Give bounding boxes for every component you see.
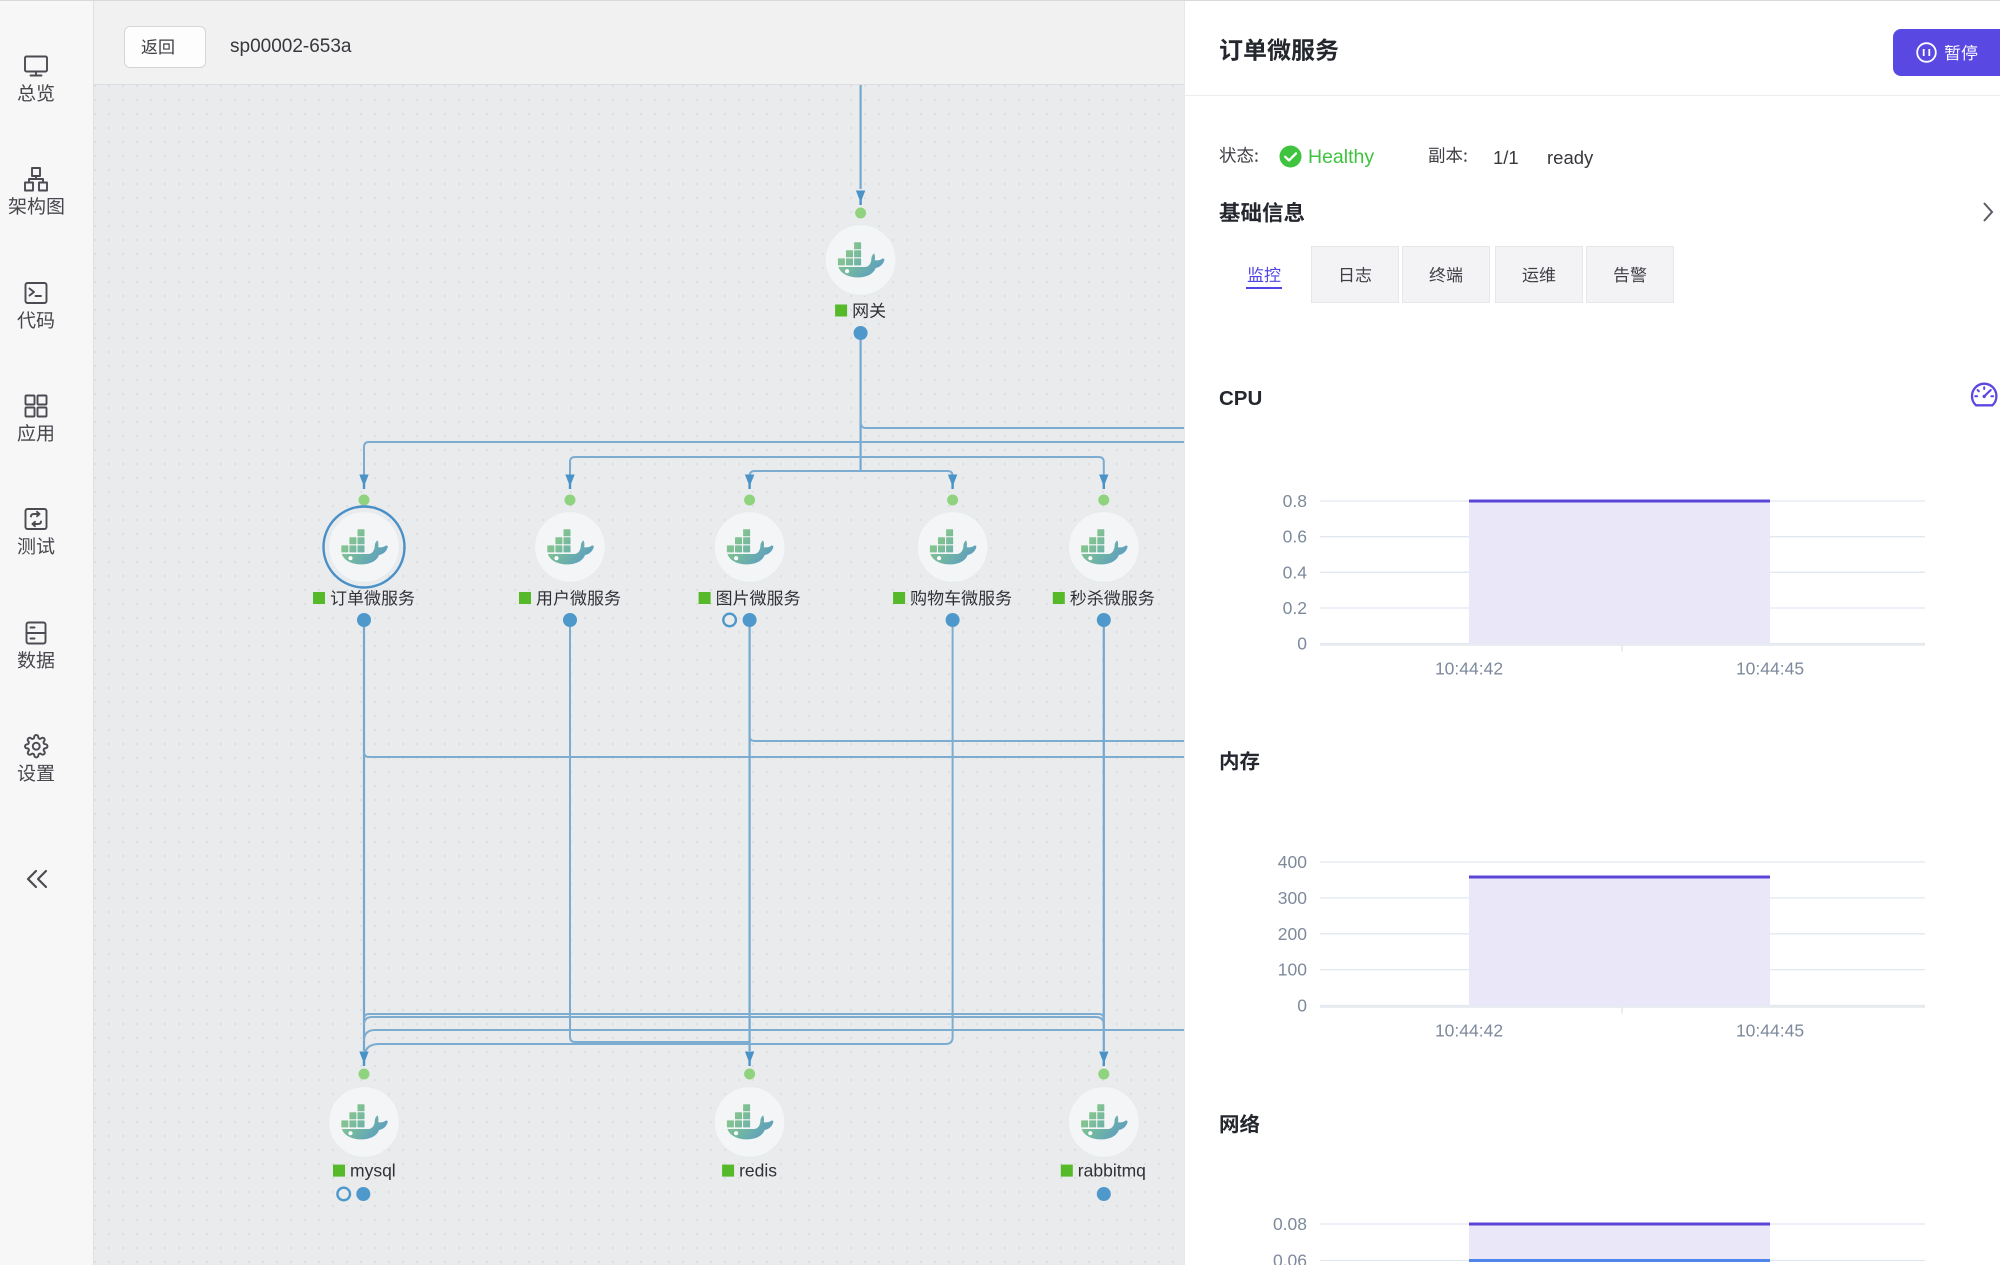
svg-text:0.2: 0.2 xyxy=(1283,598,1307,618)
svg-text:100: 100 xyxy=(1278,960,1307,980)
svg-text:200: 200 xyxy=(1278,924,1307,944)
svg-text:redis: redis xyxy=(739,1161,777,1181)
svg-text:400: 400 xyxy=(1278,852,1307,872)
svg-text:0.08: 0.08 xyxy=(1273,1214,1307,1234)
svg-text:0: 0 xyxy=(1297,996,1307,1016)
svg-text:rabbitmq: rabbitmq xyxy=(1078,1161,1146,1181)
svg-text:mysql: mysql xyxy=(350,1161,396,1181)
svg-text:0.6: 0.6 xyxy=(1283,527,1307,547)
svg-text:10:44:42: 10:44:42 xyxy=(1435,659,1503,679)
svg-text:0.06: 0.06 xyxy=(1273,1251,1307,1265)
svg-text:10:44:45: 10:44:45 xyxy=(1736,1021,1804,1041)
svg-text:300: 300 xyxy=(1278,888,1307,908)
svg-text:0.4: 0.4 xyxy=(1283,562,1308,582)
svg-text:0: 0 xyxy=(1297,634,1307,654)
svg-text:10:44:45: 10:44:45 xyxy=(1736,659,1804,679)
svg-text:0.8: 0.8 xyxy=(1283,491,1307,511)
svg-text:10:44:42: 10:44:42 xyxy=(1435,1021,1503,1041)
